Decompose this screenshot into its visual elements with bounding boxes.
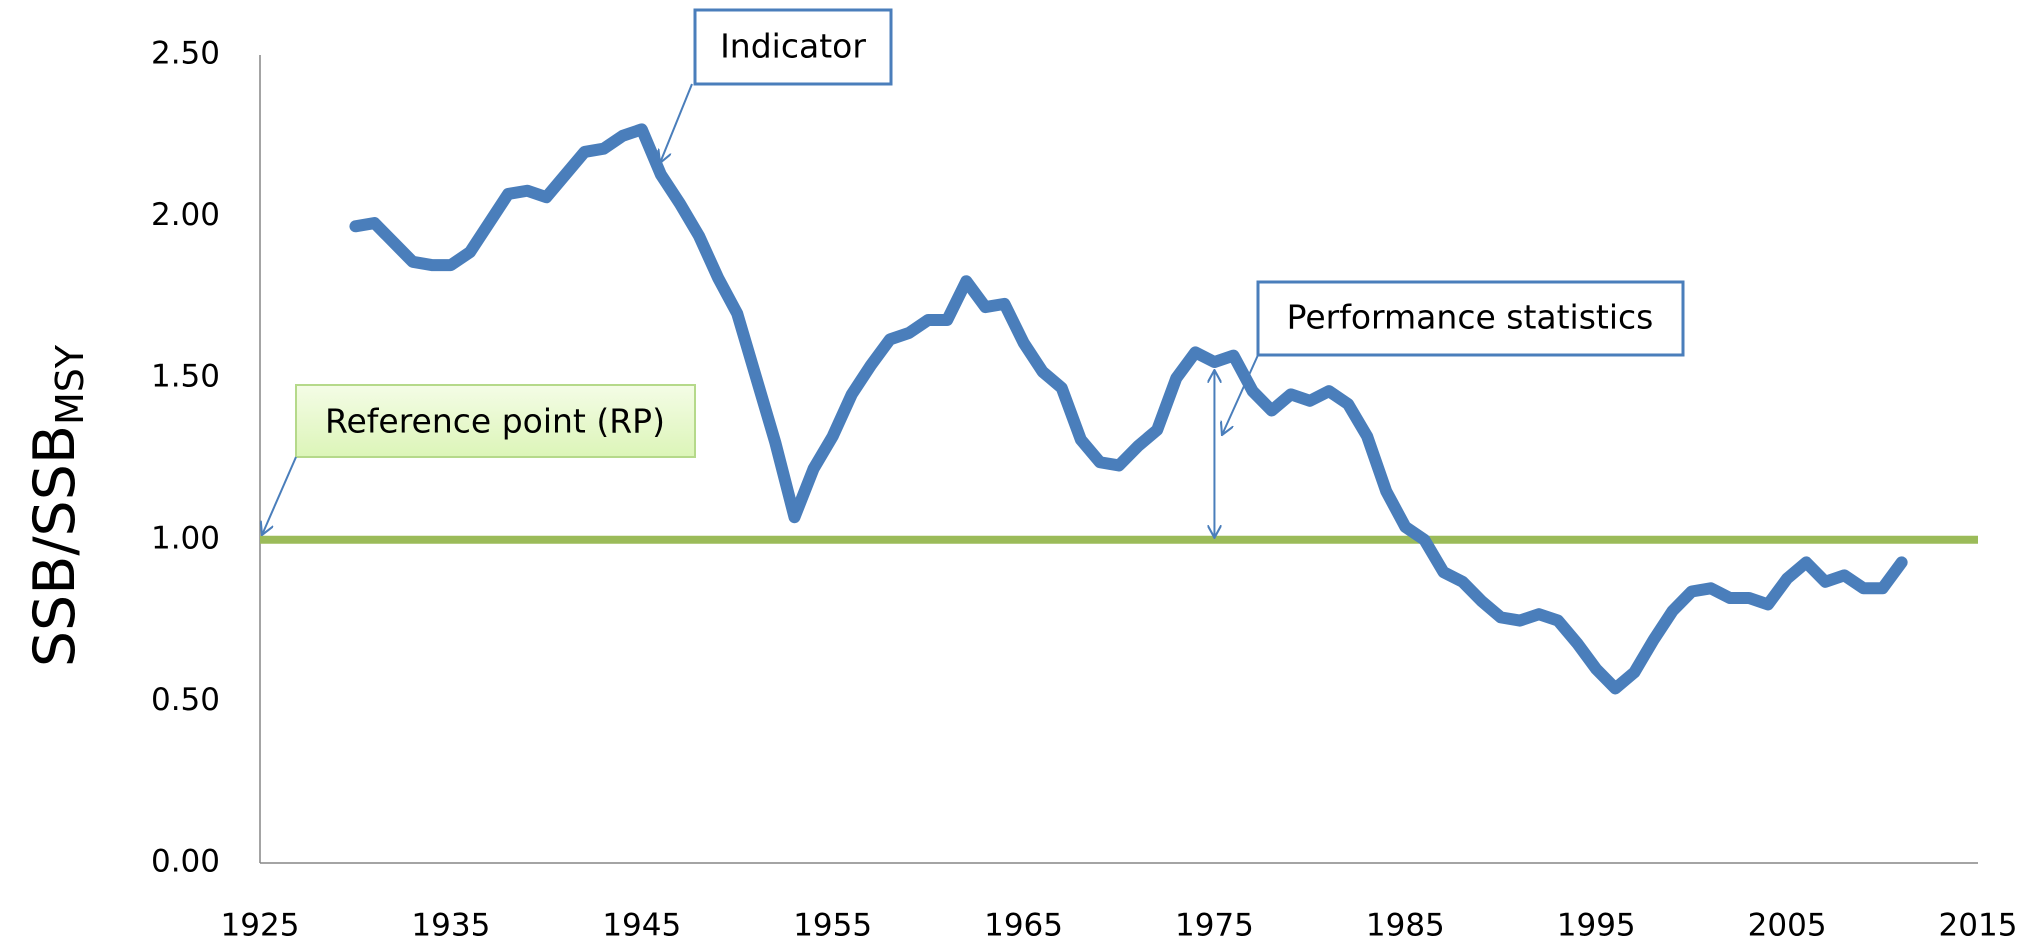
x-tick-label: 1995 <box>1557 908 1636 944</box>
annotation-arrow <box>1222 354 1259 435</box>
x-tick-label: 1925 <box>221 908 300 944</box>
annotation-text: Reference point (RP) <box>325 402 665 441</box>
y-tick-label: 2.00 <box>151 197 220 233</box>
x-tick-label: 1965 <box>984 908 1063 944</box>
annotation-text: Indicator <box>720 27 866 66</box>
x-tick-label: 1945 <box>602 908 681 944</box>
x-tick-label: 1955 <box>793 908 872 944</box>
annotation-performance: Performance statistics <box>1222 280 1685 435</box>
annotation-arrow <box>262 456 297 535</box>
data-line <box>349 123 1908 695</box>
y-axis-label-subscript: MSY <box>48 344 92 425</box>
y-tick-label: 0.00 <box>151 844 220 880</box>
y-axis-label-main: SSB/SSB <box>22 425 88 667</box>
y-tick-label: 2.50 <box>151 36 220 72</box>
y-tick-label: 0.50 <box>151 682 220 718</box>
x-tick-label: 1935 <box>411 908 490 944</box>
annotation-text: Performance statistics <box>1287 298 1654 337</box>
x-tick-label: 1975 <box>1175 908 1254 944</box>
y-axis-label: SSB/SSBMSY <box>22 344 92 667</box>
annotation-indicator: Indicator <box>660 8 893 163</box>
annotation-box <box>693 8 893 86</box>
annotation-arrow <box>660 83 693 163</box>
x-tick-label: 2015 <box>1939 908 2018 944</box>
x-tick-label: 2005 <box>1748 908 1827 944</box>
x-tick-label: 1985 <box>1366 908 1445 944</box>
annotation-box <box>295 384 696 458</box>
y-tick-label: 1.50 <box>151 359 220 395</box>
annotation-box <box>1256 280 1685 357</box>
annotation-reference: Reference point (RP) <box>262 384 696 535</box>
plot-area: 0.00 0.50 1.00 1.50 2.00 2.50 1925 1935 1945 1955… <box>151 36 2017 944</box>
y-tick-label: 1.00 <box>151 520 220 556</box>
